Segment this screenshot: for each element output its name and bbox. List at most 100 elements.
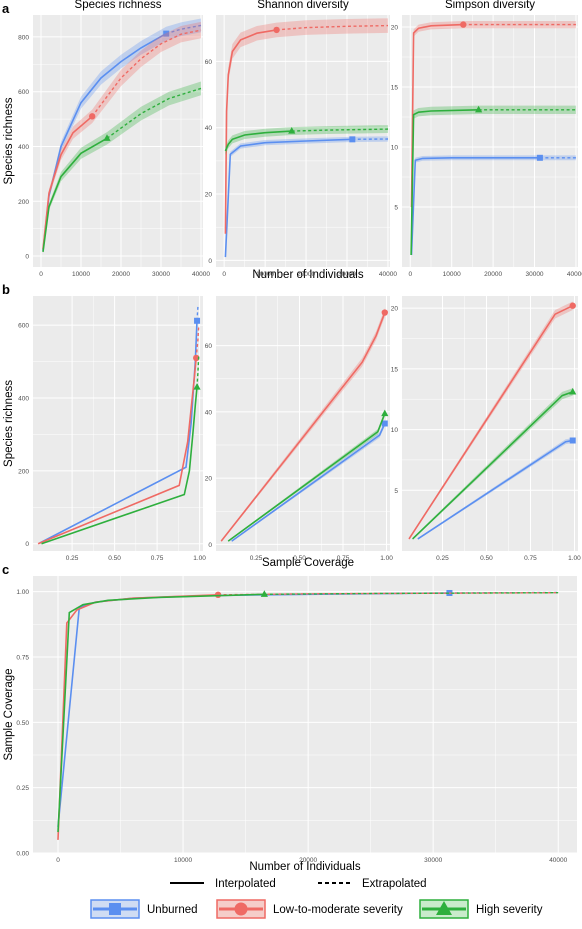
y-tick-label: 0 xyxy=(208,542,212,549)
extrapolated-line xyxy=(264,592,559,595)
y-tick-label: 5 xyxy=(394,488,398,495)
interpolated-line xyxy=(39,320,198,544)
confidence-ribbon xyxy=(43,18,201,253)
y-tick-label: 60 xyxy=(205,343,213,350)
observed-point-triangle xyxy=(103,134,111,141)
observed-point-circle xyxy=(460,21,467,28)
observed-point-square xyxy=(569,437,576,444)
y-tick-label: 20 xyxy=(205,476,213,483)
interpolated-line xyxy=(410,157,540,256)
y-tick-label: 10 xyxy=(391,145,399,152)
x-tick-label: 30000 xyxy=(152,271,170,278)
x-tick-label: 20000 xyxy=(112,271,130,278)
square-marker-icon xyxy=(109,903,121,915)
x-tick-label: 0.75 xyxy=(524,555,537,562)
chart-title: Simpson diversity xyxy=(445,0,535,11)
panel-letter-a: a xyxy=(2,1,10,16)
x-tick-label: 0 xyxy=(222,271,226,278)
observed-point-circle xyxy=(569,302,576,309)
observed-point-triangle xyxy=(260,590,268,597)
x-tick-label: 0 xyxy=(39,271,43,278)
y-tick-label: 20 xyxy=(205,192,213,199)
y-tick-label: 10 xyxy=(391,427,399,434)
interpolated-line xyxy=(41,387,198,545)
y-tick-label: 40 xyxy=(205,125,213,132)
chart-a2: 0 10000 20000 30000 40000 0 20 40 60 Shannon dive… xyxy=(205,0,398,278)
observed-point-circle xyxy=(89,113,96,120)
interpolated-line xyxy=(42,115,93,250)
y-tick-label: 200 xyxy=(18,468,29,475)
interpolated-line xyxy=(227,413,386,542)
interpolated-line xyxy=(220,312,386,542)
interpolated-line xyxy=(408,304,574,540)
x-tick-label: 0.50 xyxy=(293,555,306,562)
confidence-ribbon xyxy=(412,388,573,540)
interpolated-line xyxy=(231,423,386,542)
interpolated-legend-label: Interpolated xyxy=(215,878,276,890)
interpolated-line xyxy=(224,29,277,234)
y-tick-label: 800 xyxy=(18,34,29,41)
confidence-ribbon xyxy=(43,21,201,252)
observed-point-square xyxy=(163,30,170,37)
y-axis-title: Species richness xyxy=(3,380,15,467)
legend-item-high-severity: High severity xyxy=(419,899,543,919)
plot-background xyxy=(216,296,390,551)
legend-item-low-to-moderate: Low-to-moderate severity xyxy=(216,899,403,919)
chart-b3: 0.25 0.50 0.75 1.00 5 10 15 20 xyxy=(391,296,581,562)
x-tick-label: 0.50 xyxy=(108,555,121,562)
observed-point-circle xyxy=(381,309,388,316)
x-tick-label: 20000 xyxy=(484,271,502,278)
extrapolated-line xyxy=(276,24,389,31)
x-tick-label: 10000 xyxy=(72,271,90,278)
interpolated-line xyxy=(412,391,573,540)
x-tick-label: 1.00 xyxy=(568,555,581,562)
interpolated-line xyxy=(224,138,353,258)
plot-background xyxy=(33,296,203,551)
linetype-legend: Interpolated Extrapolated xyxy=(170,878,427,890)
x-tick-label: 0 xyxy=(408,271,412,278)
chart-a3: 0 10000 20000 30000 40000 5 10 15 20 Simpson dive… xyxy=(391,0,582,278)
interpolated-line xyxy=(410,23,464,208)
plot-background xyxy=(402,296,578,551)
x-tick-label: 10000 xyxy=(256,271,274,278)
interpolated-line xyxy=(410,109,479,256)
x-tick-label: 0.25 xyxy=(436,555,449,562)
extrapolated-line xyxy=(91,29,202,117)
observed-point-triangle xyxy=(381,409,389,417)
y-tick-label: 15 xyxy=(391,366,399,373)
observed-point-triangle xyxy=(475,105,483,113)
unburned-legend-label: Unburned xyxy=(147,904,198,916)
chart-a1: 0 10000 20000 30000 400000200400600800Specie… xyxy=(3,0,210,278)
x-tick-label: 40000 xyxy=(549,857,567,864)
y-tick-label: 0.00 xyxy=(16,851,29,858)
observed-point-triangle xyxy=(193,383,201,390)
legend-item-unburned: Unburned xyxy=(90,899,198,919)
y-tick-label: 20 xyxy=(391,25,399,32)
observed-point-square xyxy=(349,136,356,143)
y-tick-label: 60 xyxy=(205,59,213,66)
y-tick-label: 600 xyxy=(18,89,29,96)
x-tick-label: 30000 xyxy=(424,857,442,864)
extrapolated-legend-label: Extrapolated xyxy=(362,878,427,890)
extrapolated-line xyxy=(195,325,200,358)
y-tick-label: 0.25 xyxy=(16,785,29,792)
y-tick-label: 15 xyxy=(391,85,399,92)
interpolated-line xyxy=(42,137,108,253)
confidence-ribbon xyxy=(43,81,201,254)
observed-point-triangle xyxy=(569,387,577,395)
observed-point-circle xyxy=(273,26,280,34)
observed-point-circle xyxy=(193,354,200,362)
plot-background xyxy=(33,15,203,267)
x-tick-label: 30000 xyxy=(525,271,543,278)
extrapolated-line xyxy=(106,87,202,139)
row-a-x-axis-title: Number of Individuals xyxy=(252,269,363,281)
x-tick-label: 10000 xyxy=(174,857,192,864)
high-severity-legend-label: High severity xyxy=(476,904,543,916)
observed-point-square xyxy=(194,317,201,324)
y-tick-label: 20 xyxy=(391,306,399,313)
x-tick-label: 1.00 xyxy=(193,555,206,562)
circle-marker-icon xyxy=(234,902,248,916)
chart-title: Shannon diversity xyxy=(257,0,349,11)
plot-background xyxy=(33,576,577,853)
group-legend: Unburned Low-to-moderate severity High s… xyxy=(90,899,543,919)
